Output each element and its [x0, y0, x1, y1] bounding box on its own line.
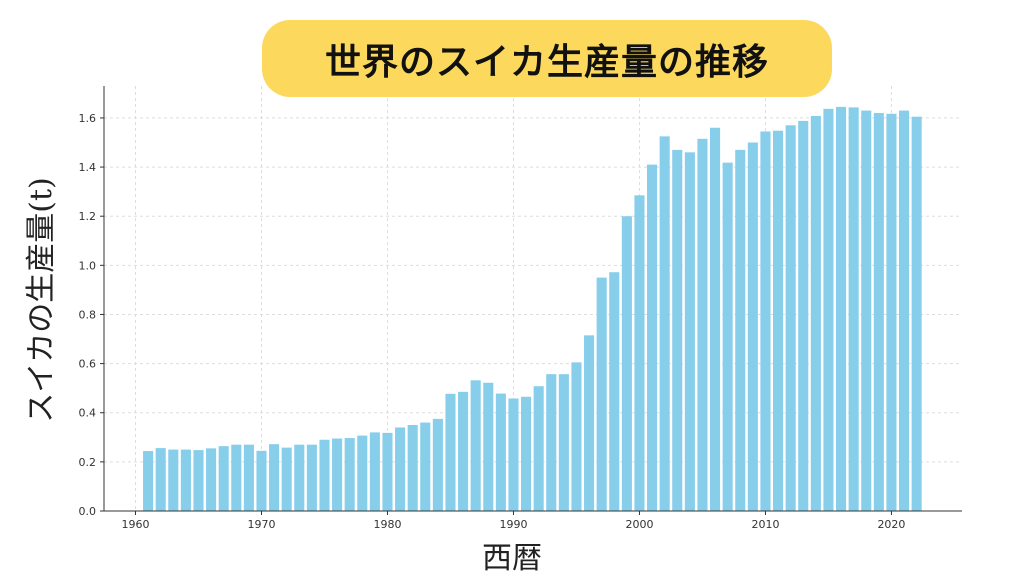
bar-1985 — [445, 393, 456, 511]
bar-1986 — [458, 391, 469, 511]
y-tick-label: 1.4 — [79, 161, 97, 174]
bar-2020 — [886, 113, 897, 511]
bar-1995 — [571, 362, 582, 511]
bar-2002 — [659, 136, 670, 511]
bar-1996 — [584, 335, 595, 511]
bar-1987 — [470, 380, 481, 511]
bar-2013 — [798, 120, 809, 511]
bar-2004 — [684, 152, 695, 512]
bar-2000 — [634, 195, 645, 512]
bar-2008 — [735, 149, 746, 511]
bar-1972 — [281, 447, 292, 511]
bar-1979 — [369, 432, 380, 511]
y-tick-label: 0.0 — [79, 505, 97, 518]
bar-1965 — [193, 450, 204, 511]
bar-1970 — [256, 450, 267, 511]
y-axis-label: スイカの生産量(t) — [24, 177, 59, 423]
bar-2021 — [899, 110, 910, 512]
bar-1968 — [231, 444, 242, 511]
bar-2007 — [722, 162, 733, 511]
bar-1976 — [332, 438, 343, 511]
y-tick-label: 0.4 — [79, 407, 97, 420]
x-tick-label: 1980 — [373, 518, 401, 531]
bar-2006 — [710, 127, 721, 512]
bar-1991 — [521, 396, 532, 511]
y-tick-label: 1.6 — [79, 112, 97, 125]
bar-1981 — [395, 427, 406, 511]
bar-2010 — [760, 131, 771, 511]
y-tick-label: 1.0 — [79, 259, 97, 272]
x-tick-label: 2000 — [625, 518, 653, 531]
bar-2022 — [911, 116, 922, 511]
bar-2015 — [823, 108, 834, 512]
y-tick-label: 0.6 — [79, 358, 97, 371]
x-tick-label: 2010 — [751, 518, 779, 531]
bar-1978 — [357, 435, 368, 511]
bar-1982 — [407, 425, 418, 511]
bar-1967 — [218, 446, 229, 511]
bar-2016 — [836, 106, 847, 511]
bar-1964 — [180, 449, 191, 511]
bar-2001 — [647, 164, 658, 511]
x-tick-label: 1960 — [121, 518, 149, 531]
bar-1963 — [168, 449, 179, 511]
bar-2009 — [747, 142, 758, 512]
bar-2003 — [672, 149, 683, 511]
bar-1983 — [420, 422, 431, 511]
chart-title: 世界のスイカ生産量の推移 — [262, 20, 832, 97]
y-tick-label: 0.2 — [79, 456, 97, 469]
y-tick-label: 0.8 — [79, 308, 97, 321]
bar-1997 — [596, 277, 607, 511]
bar-2019 — [873, 113, 884, 511]
bar-1994 — [558, 374, 569, 511]
bar-1977 — [344, 438, 355, 511]
bars — [143, 106, 922, 512]
bar-1989 — [495, 393, 506, 511]
bar-1980 — [382, 432, 393, 511]
bar-2005 — [697, 138, 708, 511]
bar-2017 — [848, 107, 859, 511]
x-tick-label: 1970 — [247, 518, 275, 531]
bar-1973 — [294, 444, 305, 511]
bar-1988 — [483, 382, 494, 511]
bar-1974 — [306, 444, 317, 511]
y-tick-label: 1.2 — [79, 210, 97, 223]
bar-1969 — [243, 444, 254, 511]
bar-1998 — [609, 272, 620, 511]
bar-2011 — [773, 130, 784, 511]
bar-1971 — [269, 444, 280, 511]
bar-1984 — [432, 418, 443, 511]
bar-1990 — [508, 398, 519, 511]
bar-1992 — [533, 386, 544, 511]
bar-1999 — [621, 216, 632, 511]
bar-1962 — [155, 448, 166, 511]
bar-2012 — [785, 125, 796, 511]
bar-1993 — [546, 374, 557, 511]
bar-1966 — [206, 448, 217, 511]
axes: 1960 1970 1980 1990 2000 2010 2020 0.0 0.2 0.4 0.6… — [79, 86, 962, 531]
bar-1961 — [143, 451, 154, 511]
x-tick-label: 1990 — [499, 518, 527, 531]
x-tick-label: 2020 — [877, 518, 905, 531]
bar-2018 — [861, 110, 872, 512]
bar-1975 — [319, 439, 330, 511]
bar-2014 — [810, 115, 821, 511]
x-axis-label: 西暦 — [482, 541, 542, 576]
